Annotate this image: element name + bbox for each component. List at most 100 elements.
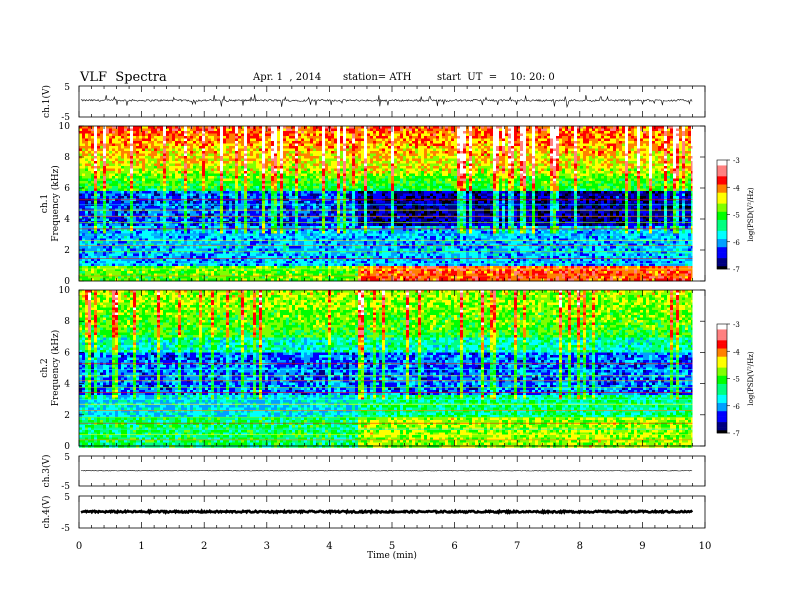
colorbar-cell	[717, 370, 727, 374]
colorbar-cell	[717, 392, 727, 396]
x-tick-label: 7	[514, 541, 520, 552]
colorbar-cell	[717, 173, 727, 177]
colorbar-cell	[717, 225, 727, 229]
waveform-line	[80, 470, 693, 472]
colorbar-cell	[717, 378, 727, 382]
x-tick-label: 5	[389, 541, 395, 552]
colorbar-cell	[717, 252, 727, 256]
waveform-line	[80, 94, 693, 109]
y-tick-label: 4	[64, 215, 70, 225]
x-tick-label: 0	[76, 541, 82, 552]
waveform-series	[80, 508, 694, 516]
colorbar-cell	[717, 198, 727, 202]
colorbar-cell	[717, 383, 727, 387]
date-label: Apr. 1 , 2014	[253, 72, 322, 83]
colorbar-tick-label: -4	[733, 348, 740, 356]
colorbar-label: log(PSD(V²/Hz)	[747, 351, 755, 406]
y-tick-label: 2	[64, 411, 70, 421]
spectrogram-cells	[79, 290, 693, 448]
y-tick-label: 6	[64, 184, 70, 194]
colorbar-tick-label: -3	[733, 321, 740, 329]
colorbar-cell	[717, 211, 727, 215]
colorbar-cell	[717, 160, 727, 164]
colorbar-cell	[717, 219, 727, 223]
colorbar-cell	[717, 181, 727, 185]
y-tick-label: 2	[64, 246, 70, 256]
colorbar-cell	[717, 244, 727, 248]
colorbar-tick-label: -6	[733, 239, 740, 247]
waveform-series	[80, 94, 693, 109]
waveform-series	[80, 470, 693, 472]
colorbar: -3 -4 -5 -6 -7 log(PSD(V²/Hz)	[716, 321, 755, 438]
colorbar-cell	[717, 228, 727, 232]
start-time-label: start UT = 10: 20: 0	[437, 72, 555, 83]
colorbar-cell	[717, 258, 727, 262]
spectrogram-cells	[79, 126, 693, 282]
colorbar-cell	[717, 241, 727, 245]
y-tick-label: -5	[61, 113, 70, 123]
x-tick-label: 2	[201, 541, 207, 552]
channel-label: ch.2	[40, 358, 50, 377]
y-tick-label: 0	[64, 277, 70, 287]
y-axis-label: ch.4(V)	[41, 496, 52, 529]
colorbar-cell	[717, 343, 727, 347]
colorbar-tick-label: -5	[733, 376, 740, 384]
colorbar-cell	[717, 263, 727, 267]
colorbar-cell	[717, 170, 727, 174]
y-tick-label: 10	[59, 122, 71, 132]
colorbar-cell	[717, 353, 727, 357]
y-tick-label: 5	[64, 493, 70, 503]
colorbar-cell	[717, 326, 727, 330]
colorbar-cell	[717, 422, 727, 426]
colorbar-cell	[717, 230, 727, 234]
colorbar-cell	[717, 184, 727, 188]
channel-label: ch.1	[40, 194, 50, 213]
colorbar-cell	[717, 375, 727, 379]
colorbar-cell	[717, 200, 727, 204]
colorbar-cell	[717, 411, 727, 415]
colorbar-cell	[717, 403, 727, 407]
colorbar-tick-label: -3	[733, 157, 740, 165]
y-tick-label: 6	[64, 348, 70, 358]
colorbar-cell	[717, 168, 727, 172]
y-tick-label: 8	[64, 317, 70, 327]
y-axis-label: ch.1(V)	[41, 85, 52, 118]
colorbar-cell	[717, 359, 727, 363]
colorbar-cell	[717, 324, 727, 328]
colorbar-cell	[717, 260, 727, 264]
x-tick-label: 6	[451, 541, 457, 552]
colorbar-cell	[717, 419, 727, 423]
colorbar-tick-label: -7	[733, 430, 740, 438]
colorbar-cell	[717, 179, 727, 183]
colorbar-cell	[717, 364, 727, 368]
x-tick-label: 3	[264, 541, 270, 552]
x-tick-label: 8	[577, 541, 583, 552]
colorbar-cell	[717, 373, 727, 377]
colorbar-cell	[717, 214, 727, 218]
colorbar-cell	[717, 397, 727, 401]
station-label: station= ATH	[343, 72, 412, 83]
y-tick-label: 5	[64, 83, 70, 93]
colorbar-cell	[717, 389, 727, 393]
colorbar-cell	[717, 255, 727, 259]
y-tick-label: -5	[61, 482, 70, 492]
waveform-line	[80, 508, 694, 516]
colorbar-cell	[717, 187, 727, 191]
y-axis-label: ch.3(V)	[41, 455, 52, 488]
y-tick-label: 4	[64, 380, 70, 390]
colorbar-cell	[717, 247, 727, 251]
colorbar-cell	[717, 195, 727, 199]
colorbar-cell	[717, 400, 727, 404]
colorbar-cell	[717, 348, 727, 352]
x-tick-label: 10	[699, 541, 712, 552]
y-tick-label: 10	[59, 286, 71, 296]
y-axis-label: Frequency (kHz)	[50, 330, 61, 407]
y-tick-label: -5	[61, 524, 70, 534]
colorbar-cell	[717, 334, 727, 338]
colorbar-cell	[717, 266, 727, 270]
colorbar-cell	[717, 424, 727, 428]
colorbar-cell	[717, 239, 727, 243]
colorbar-cell	[717, 351, 727, 355]
colorbar-cell	[717, 165, 727, 169]
